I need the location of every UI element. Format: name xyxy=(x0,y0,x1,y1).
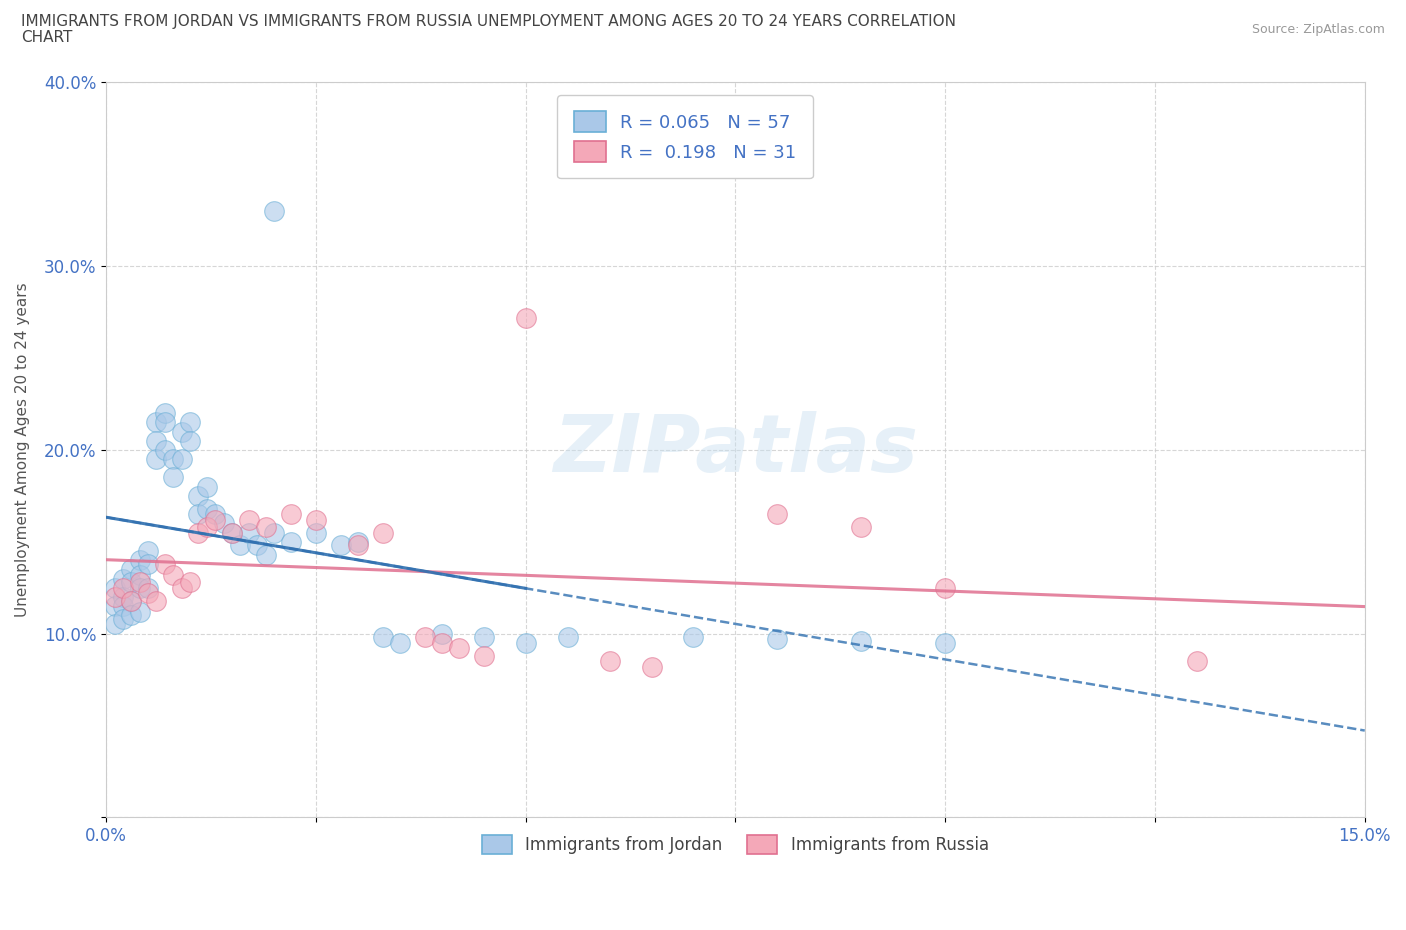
Point xyxy=(162,452,184,467)
Text: IMMIGRANTS FROM JORDAN VS IMMIGRANTS FROM RUSSIA UNEMPLOYMENT AMONG AGES 20 TO 2: IMMIGRANTS FROM JORDAN VS IMMIGRANTS FRO… xyxy=(21,14,956,29)
Point xyxy=(179,575,201,590)
Point xyxy=(145,593,167,608)
Point xyxy=(103,617,125,631)
Point xyxy=(246,538,269,553)
Point xyxy=(111,612,134,627)
Point xyxy=(136,556,159,571)
Point xyxy=(120,562,142,577)
Point xyxy=(238,525,260,540)
Point xyxy=(153,443,176,458)
Point xyxy=(179,415,201,430)
Point xyxy=(179,433,201,448)
Legend: Immigrants from Jordan, Immigrants from Russia: Immigrants from Jordan, Immigrants from … xyxy=(475,828,995,860)
Point xyxy=(221,525,243,540)
Point xyxy=(472,630,495,644)
Point xyxy=(128,580,150,595)
Point xyxy=(103,599,125,614)
Point xyxy=(111,599,134,614)
Point xyxy=(170,452,193,467)
Point xyxy=(515,635,537,650)
Point xyxy=(145,415,167,430)
Point xyxy=(187,488,209,503)
Point xyxy=(254,520,277,535)
Point xyxy=(371,630,394,644)
Point xyxy=(430,626,453,641)
Point xyxy=(145,433,167,448)
Point xyxy=(162,470,184,485)
Point xyxy=(136,543,159,558)
Point xyxy=(305,512,328,527)
Point xyxy=(111,571,134,586)
Point xyxy=(120,575,142,590)
Point xyxy=(238,512,260,527)
Point xyxy=(111,580,134,595)
Point xyxy=(128,604,150,619)
Point xyxy=(280,535,302,550)
Point xyxy=(263,204,285,219)
Point xyxy=(187,507,209,522)
Point xyxy=(1185,654,1208,669)
Point xyxy=(557,630,579,644)
Point xyxy=(120,608,142,623)
Point xyxy=(162,567,184,582)
Point xyxy=(413,630,436,644)
Point xyxy=(934,635,956,650)
Point xyxy=(766,631,789,646)
Point xyxy=(212,516,235,531)
Point xyxy=(128,567,150,582)
Point xyxy=(145,452,167,467)
Point xyxy=(682,630,704,644)
Point xyxy=(447,641,470,656)
Point xyxy=(170,580,193,595)
Point xyxy=(430,635,453,650)
Point xyxy=(204,512,226,527)
Text: CHART: CHART xyxy=(21,30,73,45)
Point xyxy=(111,590,134,604)
Point xyxy=(254,547,277,562)
Point xyxy=(128,552,150,567)
Point xyxy=(305,525,328,540)
Point xyxy=(388,635,411,650)
Point xyxy=(153,415,176,430)
Text: ZIPatlas: ZIPatlas xyxy=(553,411,918,489)
Point xyxy=(599,654,621,669)
Point xyxy=(153,556,176,571)
Point xyxy=(120,593,142,608)
Point xyxy=(136,586,159,601)
Point xyxy=(195,479,218,494)
Point xyxy=(934,580,956,595)
Point xyxy=(766,507,789,522)
Point xyxy=(330,538,353,553)
Point xyxy=(851,633,873,648)
Point xyxy=(280,507,302,522)
Point xyxy=(103,580,125,595)
Text: Source: ZipAtlas.com: Source: ZipAtlas.com xyxy=(1251,23,1385,36)
Point xyxy=(103,590,125,604)
Point xyxy=(153,405,176,420)
Point xyxy=(128,575,150,590)
Point xyxy=(851,520,873,535)
Point xyxy=(120,593,142,608)
Point xyxy=(472,648,495,663)
Point xyxy=(263,525,285,540)
Point xyxy=(187,525,209,540)
Point xyxy=(204,507,226,522)
Point xyxy=(229,538,252,553)
Point xyxy=(347,538,370,553)
Point xyxy=(195,520,218,535)
Point xyxy=(347,535,370,550)
Point xyxy=(195,501,218,516)
Point xyxy=(170,424,193,439)
Point xyxy=(640,659,662,674)
Point xyxy=(136,580,159,595)
Point xyxy=(221,525,243,540)
Point xyxy=(515,311,537,325)
Y-axis label: Unemployment Among Ages 20 to 24 years: Unemployment Among Ages 20 to 24 years xyxy=(15,283,30,618)
Point xyxy=(371,525,394,540)
